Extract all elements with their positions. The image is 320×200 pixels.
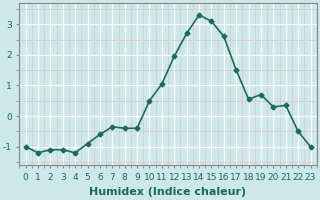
- X-axis label: Humidex (Indice chaleur): Humidex (Indice chaleur): [90, 187, 247, 197]
